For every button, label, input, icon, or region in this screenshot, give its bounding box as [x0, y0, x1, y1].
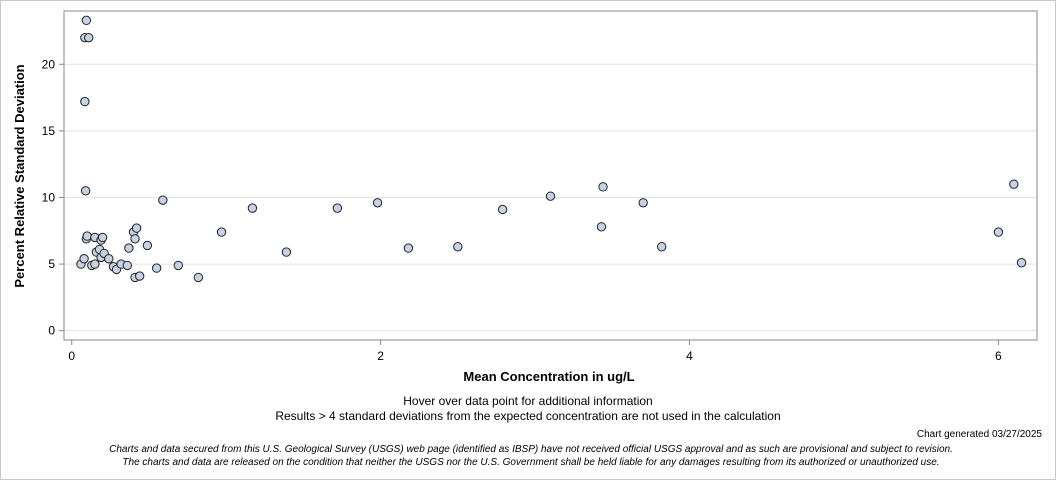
data-point[interactable]: [84, 32, 94, 43]
data-point[interactable]: [130, 234, 140, 244]
exclusion-note: Results > 4 standard deviations from the…: [275, 409, 781, 423]
x-tick-label: 6: [995, 349, 1002, 363]
data-point[interactable]: [453, 242, 463, 252]
y-tick-label: 5: [48, 257, 55, 271]
x-tick-label: 0: [68, 349, 75, 363]
data-point[interactable]: [151, 263, 162, 273]
x-tick-label: 4: [686, 349, 693, 363]
data-point[interactable]: [332, 203, 343, 213]
data-point[interactable]: [193, 272, 204, 283]
y-axis-label: Percent Relative Standard Deviation: [12, 64, 27, 287]
data-point[interactable]: [122, 260, 133, 271]
data-point[interactable]: [82, 231, 92, 241]
data-point[interactable]: [1009, 179, 1019, 189]
data-point[interactable]: [372, 198, 383, 208]
data-point[interactable]: [598, 182, 608, 192]
data-point[interactable]: [247, 203, 258, 213]
tick-layer: 0 5 10 15 20 0 2 4 6: [42, 57, 1002, 363]
grid-layer: [64, 63, 1037, 332]
data-point[interactable]: [80, 186, 91, 196]
y-tick-label: 0: [48, 324, 55, 338]
data-point[interactable]: [97, 232, 108, 243]
plot-area: [63, 10, 1038, 341]
data-point[interactable]: [158, 195, 168, 205]
y-tick-label: 15: [42, 124, 56, 138]
data-point[interactable]: [281, 247, 292, 257]
data-point[interactable]: [657, 242, 667, 252]
chart-generated-date: Chart generated 03/27/2025: [916, 429, 1042, 440]
x-tick-label: 2: [377, 349, 384, 363]
data-point[interactable]: [403, 243, 414, 253]
data-point[interactable]: [497, 204, 508, 215]
data-point[interactable]: [131, 223, 142, 233]
data-point[interactable]: [1016, 258, 1027, 268]
data-point[interactable]: [104, 254, 114, 264]
data-point[interactable]: [993, 227, 1004, 237]
data-point[interactable]: [79, 254, 89, 264]
hover-note: Hover over data point for additional inf…: [403, 394, 653, 408]
x-axis-label: Mean Concentration in ug/L: [463, 369, 634, 384]
data-point[interactable]: [173, 260, 183, 271]
data-point[interactable]: [90, 259, 100, 269]
data-point[interactable]: [80, 96, 90, 107]
data-point[interactable]: [134, 271, 145, 281]
data-point[interactable]: [124, 243, 134, 253]
y-tick-label: 10: [42, 190, 56, 204]
disclaimer-line-1: Charts and data secured from this U.S. G…: [109, 444, 953, 455]
point-layer: [76, 15, 1027, 283]
data-point[interactable]: [81, 15, 92, 26]
data-point[interactable]: [142, 240, 153, 251]
data-point[interactable]: [216, 227, 227, 237]
data-point[interactable]: [545, 191, 556, 201]
disclaimer-line-2: The charts and data are released on the …: [122, 457, 940, 468]
data-point[interactable]: [638, 198, 648, 208]
data-point[interactable]: [596, 222, 607, 232]
y-tick-label: 20: [42, 57, 56, 71]
